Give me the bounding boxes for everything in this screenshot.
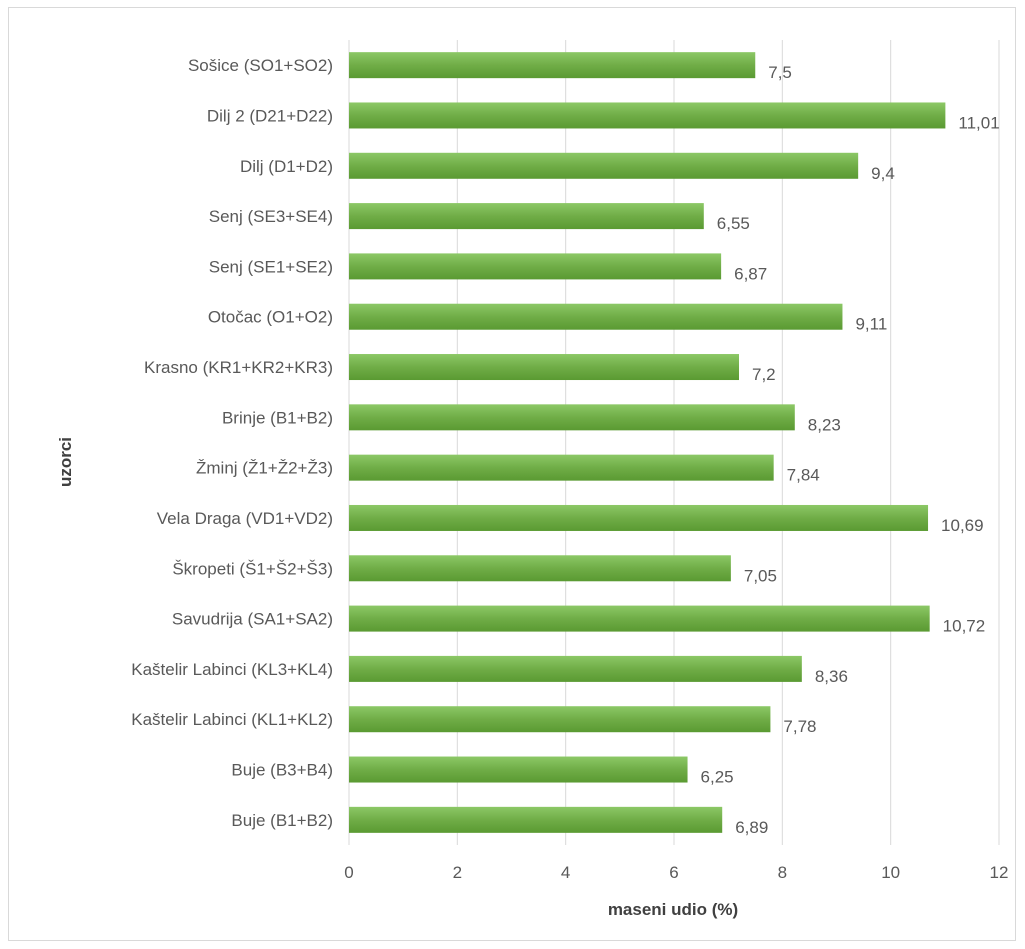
bar — [349, 454, 774, 481]
category-label: Kaštelir Labinci (KL1+KL2) — [131, 710, 333, 729]
data-label: 7,84 — [787, 466, 820, 485]
data-label: 7,5 — [768, 63, 792, 82]
x-tick-label: 2 — [453, 863, 462, 882]
data-label: 6,55 — [717, 214, 750, 233]
x-tick-label: 0 — [344, 863, 353, 882]
data-label: 10,69 — [941, 516, 984, 535]
bar — [349, 253, 722, 280]
bar — [349, 152, 859, 179]
data-label: 8,36 — [815, 667, 848, 686]
category-label: Žminj (Ž1+Ž2+Ž3) — [196, 459, 333, 478]
data-labels: 7,5 11,01 9,4 6,55 6,87 9,11 7,2 8,23 7,84 10,69 7… — [701, 63, 1000, 837]
x-tick-label: 8 — [778, 863, 787, 882]
category-label: Buje (B1+B2) — [231, 811, 333, 830]
data-label: 9,11 — [855, 315, 887, 334]
data-label: 6,89 — [735, 818, 768, 837]
bar — [349, 203, 704, 230]
bar — [349, 706, 771, 733]
bar — [349, 354, 739, 381]
category-label: Senj (SE3+SE4) — [209, 207, 333, 226]
category-label: Brinje (B1+B2) — [222, 408, 333, 427]
bar — [349, 806, 723, 833]
x-tick-label: 12 — [990, 863, 1009, 882]
category-label: Krasno (KR1+KR2+KR3) — [144, 358, 333, 377]
x-axis-tick-labels: 0 2 4 6 8 10 12 — [344, 863, 1008, 882]
x-tick-label: 4 — [561, 863, 570, 882]
category-label: Dilj (D1+D2) — [240, 157, 333, 176]
category-label: Otočac (O1+O2) — [208, 308, 333, 327]
data-label: 6,87 — [734, 264, 767, 283]
x-tick-label: 6 — [669, 863, 678, 882]
bar — [349, 756, 688, 783]
bar — [349, 404, 795, 431]
bar — [349, 303, 843, 330]
data-label: 6,25 — [701, 768, 734, 787]
bar — [349, 504, 929, 531]
data-label: 7,2 — [752, 365, 776, 384]
category-label: Škropeti (Š1+Š2+Š3) — [172, 559, 333, 578]
data-label: 10,72 — [943, 617, 986, 636]
category-label: Sošice (SO1+SO2) — [188, 56, 333, 75]
bar — [349, 52, 756, 79]
data-label: 8,23 — [808, 415, 841, 434]
bar — [349, 605, 930, 632]
data-label: 11,01 — [958, 113, 999, 132]
bar — [349, 655, 802, 682]
category-label: Kaštelir Labinci (KL3+KL4) — [131, 660, 333, 679]
bars — [349, 52, 946, 833]
category-label: Buje (B3+B4) — [231, 761, 333, 780]
x-tick-label: 10 — [881, 863, 900, 882]
data-label: 7,78 — [783, 717, 816, 736]
category-label: Dilj 2 (D21+D22) — [207, 106, 333, 125]
y-axis-title: uzorci — [56, 437, 75, 487]
category-labels: Sošice (SO1+SO2) Dilj 2 (D21+D22) Dilj (D1… — [131, 56, 333, 830]
bar — [349, 555, 731, 582]
category-label: Vela Draga (VD1+VD2) — [157, 509, 333, 528]
category-label: Savudrija (SA1+SA2) — [172, 610, 333, 629]
data-label: 7,05 — [744, 566, 777, 585]
bar — [349, 102, 946, 129]
category-label: Senj (SE1+SE2) — [209, 257, 333, 276]
data-label: 9,4 — [871, 164, 895, 183]
x-axis-title: maseni udio (%) — [608, 900, 738, 919]
